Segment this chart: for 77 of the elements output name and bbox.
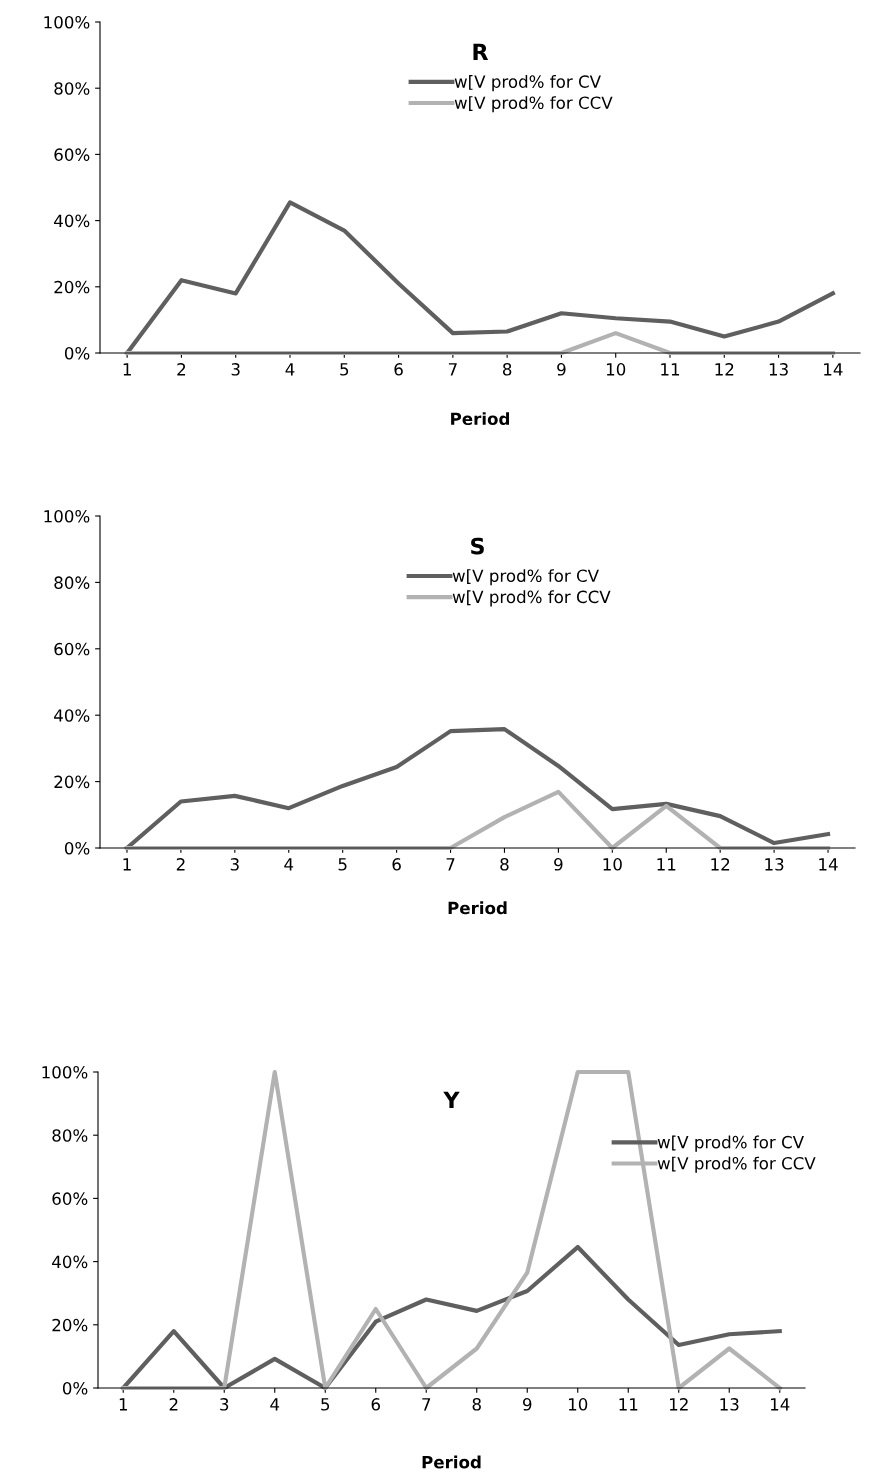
x-tick-label: 2 xyxy=(176,858,185,871)
x-tick-label: 9 xyxy=(523,1398,532,1411)
y-tick-label: 40% xyxy=(54,214,90,228)
x-tick-label: 10 xyxy=(568,1398,588,1411)
x-tick-label: 6 xyxy=(392,858,401,871)
x-axis-title: Period xyxy=(448,901,507,915)
x-tick-label: 11 xyxy=(619,1398,638,1411)
y-tick-label: 100% xyxy=(44,15,90,29)
y-tick-label: 100% xyxy=(42,1065,88,1079)
x-tick-label: 11 xyxy=(657,858,676,871)
x-tick-label: 1 xyxy=(123,363,131,376)
text: R xyxy=(473,43,489,61)
x-tick-label: 13 xyxy=(765,858,784,871)
legend-label: w[V prod% for CCV xyxy=(452,590,611,607)
line-series xyxy=(124,727,831,851)
x-tick-label: 8 xyxy=(500,858,509,871)
x-tick-label: 12 xyxy=(715,363,734,376)
x-tick-label: 10 xyxy=(603,858,622,871)
x-tick-label: 10 xyxy=(606,363,626,376)
legend-label: w[V prod% for CCV xyxy=(454,96,613,113)
line-series xyxy=(125,200,835,356)
x-tick-label: 12 xyxy=(711,858,730,871)
y-tick-label: 20% xyxy=(52,1318,88,1332)
y-tick-label: 20% xyxy=(54,280,90,294)
text: S xyxy=(471,537,484,555)
x-tick-label: 6 xyxy=(371,1398,380,1411)
x-tick-label: 8 xyxy=(472,1398,481,1411)
legend-label: w[V prod% for CCV xyxy=(657,1156,816,1173)
x-axis-title: Period xyxy=(422,1455,481,1469)
x-tick-label: 8 xyxy=(502,363,512,376)
x-tick-label: 4 xyxy=(285,363,295,376)
legend-label: w[V prod% for CV xyxy=(452,569,599,586)
x-tick-label: 3 xyxy=(231,363,240,376)
x-tick-label: 12 xyxy=(669,1398,688,1411)
legend-label: w[V prod% for CV xyxy=(657,1135,804,1152)
y-tick-label: 0% xyxy=(64,346,90,360)
legend-label: w[V prod% for CV xyxy=(454,75,601,92)
y-tick-label: 0% xyxy=(62,1381,88,1395)
x-tick-label: 11 xyxy=(661,363,680,376)
x-tick-label: 1 xyxy=(119,1398,128,1411)
y-tick-label: 20% xyxy=(54,775,90,789)
x-axis-title: Period xyxy=(451,412,510,426)
x-tick-label: 9 xyxy=(554,858,563,871)
x-tick-label: 3 xyxy=(220,1398,229,1411)
line-series xyxy=(124,789,831,851)
x-tick-label: 7 xyxy=(446,858,455,871)
x-tick-label: 5 xyxy=(338,858,347,871)
x-tick-label: 7 xyxy=(448,363,457,376)
x-tick-label: 7 xyxy=(422,1398,431,1411)
x-tick-label: 1 xyxy=(123,858,131,871)
y-tick-label: 100% xyxy=(44,509,90,523)
x-tick-label: 4 xyxy=(284,858,294,871)
y-tick-label: 60% xyxy=(54,642,90,656)
x-tick-label: 2 xyxy=(169,1398,178,1411)
x-tick-label: 3 xyxy=(230,858,239,871)
x-tick-label: 5 xyxy=(321,1398,330,1411)
x-tick-label: 6 xyxy=(394,363,403,376)
x-tick-label: 13 xyxy=(720,1398,739,1411)
line-series xyxy=(121,1244,782,1391)
x-tick-label: 14 xyxy=(819,858,838,871)
y-tick-label: 40% xyxy=(52,1255,88,1269)
y-tick-label: 80% xyxy=(52,1129,88,1142)
text: Y xyxy=(443,1091,460,1108)
x-tick-label: 14 xyxy=(824,363,843,376)
x-tick-label: 9 xyxy=(557,363,566,376)
y-tick-label: 80% xyxy=(54,576,90,589)
y-tick-label: 80% xyxy=(54,82,90,95)
x-tick-label: 5 xyxy=(340,363,349,376)
y-tick-label: 40% xyxy=(54,709,90,722)
y-tick-label: 60% xyxy=(54,148,90,161)
line-series xyxy=(121,1069,782,1391)
x-tick-label: 4 xyxy=(270,1398,280,1411)
y-tick-label: 0% xyxy=(64,841,90,855)
x-tick-label: 14 xyxy=(770,1398,790,1411)
x-tick-label: 13 xyxy=(769,363,788,376)
x-tick-label: 2 xyxy=(177,363,186,376)
y-tick-label: 60% xyxy=(52,1192,88,1205)
